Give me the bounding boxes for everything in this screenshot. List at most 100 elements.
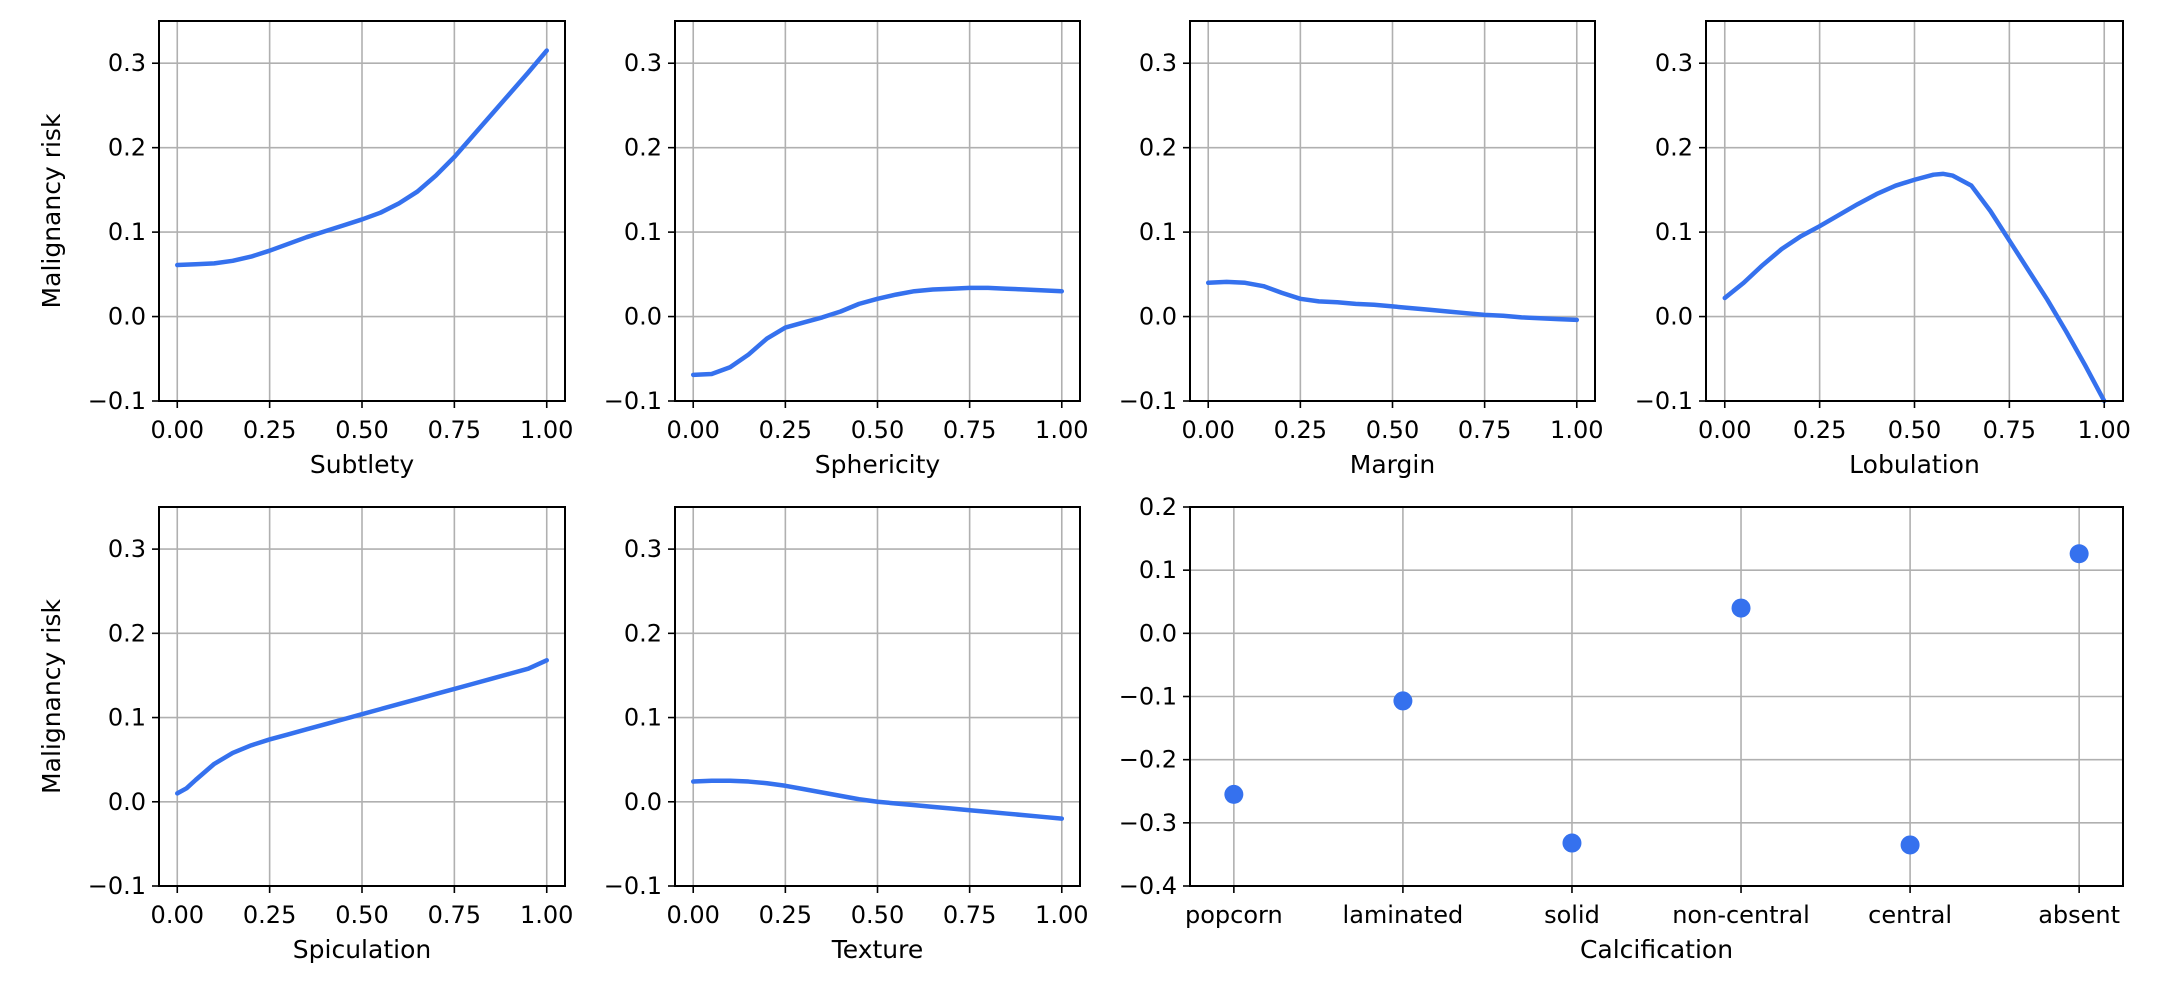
x-tick-label: 0.50 (335, 901, 388, 929)
series-line (690, 778, 1065, 821)
y-tick-label: 0.0 (1139, 619, 1177, 647)
x-tick-label: 0.25 (1274, 416, 1327, 444)
data-point-popcorn (1224, 784, 1244, 804)
y-tick-label: −0.1 (88, 387, 146, 415)
x-tick-label: 0.50 (1366, 416, 1419, 444)
x-axis-label: Subtlety (310, 450, 415, 479)
data-point-central (1900, 835, 1920, 855)
y-tick-label: 0.1 (1655, 218, 1693, 246)
y-tick-label: 0.2 (1655, 134, 1693, 162)
series-line (175, 48, 549, 268)
x-tick-label: 0.00 (1698, 416, 1751, 444)
y-tick-label: 0.1 (1139, 556, 1177, 584)
x-tick-label: 0.50 (851, 901, 904, 929)
series-line (690, 285, 1065, 378)
y-tick-label: 0.0 (1655, 303, 1693, 331)
y-tick-label: −0.1 (88, 872, 146, 900)
y-tick-label: −0.1 (1119, 683, 1177, 711)
x-tick-label: 0.75 (943, 901, 996, 929)
x-tick-label: absent (2038, 901, 2120, 929)
x-axis-label: Margin (1350, 450, 1435, 479)
y-tick-label: 0.3 (108, 49, 146, 77)
x-axis-label: Sphericity (815, 450, 941, 479)
y-tick-label: −0.3 (1119, 809, 1177, 837)
y-tick-label: 0.2 (624, 619, 662, 647)
y-tick-label: 0.1 (108, 704, 146, 732)
x-tick-label: 0.75 (943, 416, 996, 444)
x-tick-label: 1.00 (1550, 416, 1603, 444)
y-tick-label: 0.1 (108, 218, 146, 246)
y-axis-label: Malignancy risk (37, 599, 66, 794)
y-tick-label: 0.2 (1139, 134, 1177, 162)
x-tick-label: 0.00 (151, 901, 204, 929)
x-tick-label: 0.00 (151, 416, 204, 444)
y-tick-label: 0.0 (624, 788, 662, 816)
y-tick-label: −0.2 (1119, 746, 1177, 774)
x-tick-label: 0.75 (1458, 416, 1511, 444)
y-tick-label: 0.2 (108, 134, 146, 162)
x-tick-label: 1.00 (1035, 416, 1088, 444)
x-tick-label: 0.25 (1793, 416, 1846, 444)
data-point-non-central (1731, 598, 1751, 618)
x-axis-label: Spiculation (293, 935, 431, 964)
y-tick-label: 0.3 (1139, 49, 1177, 77)
x-tick-label: 1.00 (520, 416, 573, 444)
y-tick-label: 0.0 (624, 303, 662, 331)
y-tick-label: −0.1 (604, 387, 662, 415)
y-tick-label: 0.0 (1139, 303, 1177, 331)
x-tick-label: non-central (1672, 901, 1810, 929)
y-tick-label: 0.0 (108, 788, 146, 816)
y-tick-label: 0.1 (1139, 218, 1177, 246)
y-tick-label: 0.0 (108, 303, 146, 331)
x-tick-label: popcorn (1185, 901, 1283, 929)
x-tick-label: 0.75 (428, 416, 481, 444)
series-line (1205, 279, 1580, 323)
panel-subtlety: 0.00 0.25 0.50 0.75 1.00 −0.1 0.0 0.1 0.2 0.3 Subt… (37, 20, 573, 479)
x-tick-label: 0.50 (335, 416, 388, 444)
y-tick-label: 0.3 (1655, 49, 1693, 77)
y-tick-label: −0.1 (604, 872, 662, 900)
x-axis-label: Texture (831, 935, 924, 964)
x-axis-label: Lobulation (1849, 450, 1980, 479)
y-axis-label: Malignancy risk (37, 113, 66, 308)
x-tick-label: central (1868, 901, 1952, 929)
y-tick-label: 0.3 (624, 49, 662, 77)
y-tick-label: 0.2 (1139, 493, 1177, 521)
y-tick-label: 0.3 (108, 535, 146, 563)
x-tick-label: 0.75 (1983, 416, 2036, 444)
x-tick-label: solid (1544, 901, 1600, 929)
x-axis-label: Calcification (1580, 935, 1733, 964)
x-tick-label: 0.25 (243, 416, 296, 444)
panel-calcification: popcorn laminated solid non-central central a… (1119, 493, 2124, 964)
x-tick-label: laminated (1343, 901, 1464, 929)
x-tick-label: 1.00 (520, 901, 573, 929)
panel-texture: 0.00 0.25 0.50 0.75 1.00 −0.1 0.0 0.1 0.2 0.3 Text… (604, 506, 1088, 964)
x-tick-label: 0.25 (243, 901, 296, 929)
y-tick-label: 0.3 (624, 535, 662, 563)
y-tick-label: 0.1 (624, 218, 662, 246)
series-line (175, 658, 549, 796)
x-tick-label: 0.00 (667, 901, 720, 929)
x-tick-label: 0.50 (1888, 416, 1941, 444)
series-line (1722, 171, 2107, 404)
y-tick-label: 0.2 (624, 134, 662, 162)
panel-spiculation: 0.00 0.25 0.50 0.75 1.00 −0.1 0.0 0.1 0.2 0.3 Spic… (37, 506, 573, 964)
panel-margin: 0.00 0.25 0.50 0.75 1.00 −0.1 0.0 0.1 0.2 0.3 Marg… (1119, 20, 1603, 479)
x-tick-label: 1.00 (1035, 901, 1088, 929)
x-tick-label: 0.00 (667, 416, 720, 444)
x-tick-label: 0.50 (851, 416, 904, 444)
panel-lobulation: 0.00 0.25 0.50 0.75 1.00 −0.1 0.0 0.1 0.2 0.3 Lobu… (1635, 20, 2131, 479)
x-tick-label: 1.00 (2078, 416, 2131, 444)
y-tick-label: 0.2 (108, 619, 146, 647)
panel-sphericity: 0.00 0.25 0.50 0.75 1.00 −0.1 0.0 0.1 0.2 0.3 Sphe… (604, 20, 1088, 479)
x-tick-label: 0.00 (1182, 416, 1235, 444)
data-point-laminated (1393, 691, 1413, 711)
y-tick-label: 0.1 (624, 704, 662, 732)
y-tick-label: −0.1 (1635, 387, 1693, 415)
x-tick-label: 0.75 (428, 901, 481, 929)
x-tick-label: 0.25 (759, 901, 812, 929)
x-tick-label: 0.25 (759, 416, 812, 444)
data-point-absent (2069, 544, 2089, 564)
data-point-solid (1562, 833, 1582, 853)
